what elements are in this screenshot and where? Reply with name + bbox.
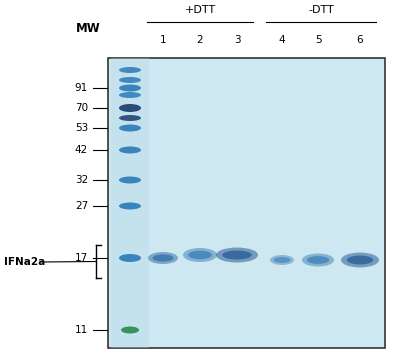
Bar xyxy=(111,58,149,348)
Ellipse shape xyxy=(119,92,141,98)
Ellipse shape xyxy=(270,255,294,265)
Text: MW: MW xyxy=(75,22,100,35)
Ellipse shape xyxy=(119,176,141,184)
Ellipse shape xyxy=(119,125,141,131)
Text: 32: 32 xyxy=(75,175,88,185)
Text: 3: 3 xyxy=(234,35,240,45)
Text: 53: 53 xyxy=(75,123,88,133)
Text: 2: 2 xyxy=(196,35,203,45)
Ellipse shape xyxy=(274,257,290,263)
Ellipse shape xyxy=(152,255,173,262)
Ellipse shape xyxy=(119,254,141,262)
Ellipse shape xyxy=(307,256,329,264)
Ellipse shape xyxy=(188,251,212,259)
Ellipse shape xyxy=(341,252,379,267)
Ellipse shape xyxy=(119,67,141,73)
Ellipse shape xyxy=(119,147,141,153)
Text: 11: 11 xyxy=(75,325,88,335)
Text: 1: 1 xyxy=(160,35,166,45)
Text: -DTT: -DTT xyxy=(308,5,334,15)
Ellipse shape xyxy=(119,104,141,112)
Text: 70: 70 xyxy=(75,103,88,113)
Text: 27: 27 xyxy=(75,201,88,211)
Text: 4: 4 xyxy=(279,35,285,45)
Text: 5: 5 xyxy=(315,35,321,45)
Ellipse shape xyxy=(121,327,139,333)
Text: IFNa2a: IFNa2a xyxy=(4,257,45,267)
Ellipse shape xyxy=(222,251,252,260)
Text: 91: 91 xyxy=(75,83,88,93)
Ellipse shape xyxy=(183,248,217,262)
Text: 17: 17 xyxy=(75,253,88,263)
Ellipse shape xyxy=(302,253,334,266)
Ellipse shape xyxy=(119,77,141,83)
Ellipse shape xyxy=(148,252,178,264)
Text: 6: 6 xyxy=(357,35,363,45)
Ellipse shape xyxy=(347,256,373,265)
Bar xyxy=(108,58,385,348)
Text: 42: 42 xyxy=(75,145,88,155)
Ellipse shape xyxy=(119,202,141,210)
Text: +DTT: +DTT xyxy=(184,5,216,15)
Ellipse shape xyxy=(216,248,258,262)
Ellipse shape xyxy=(119,85,141,91)
Ellipse shape xyxy=(119,115,141,121)
